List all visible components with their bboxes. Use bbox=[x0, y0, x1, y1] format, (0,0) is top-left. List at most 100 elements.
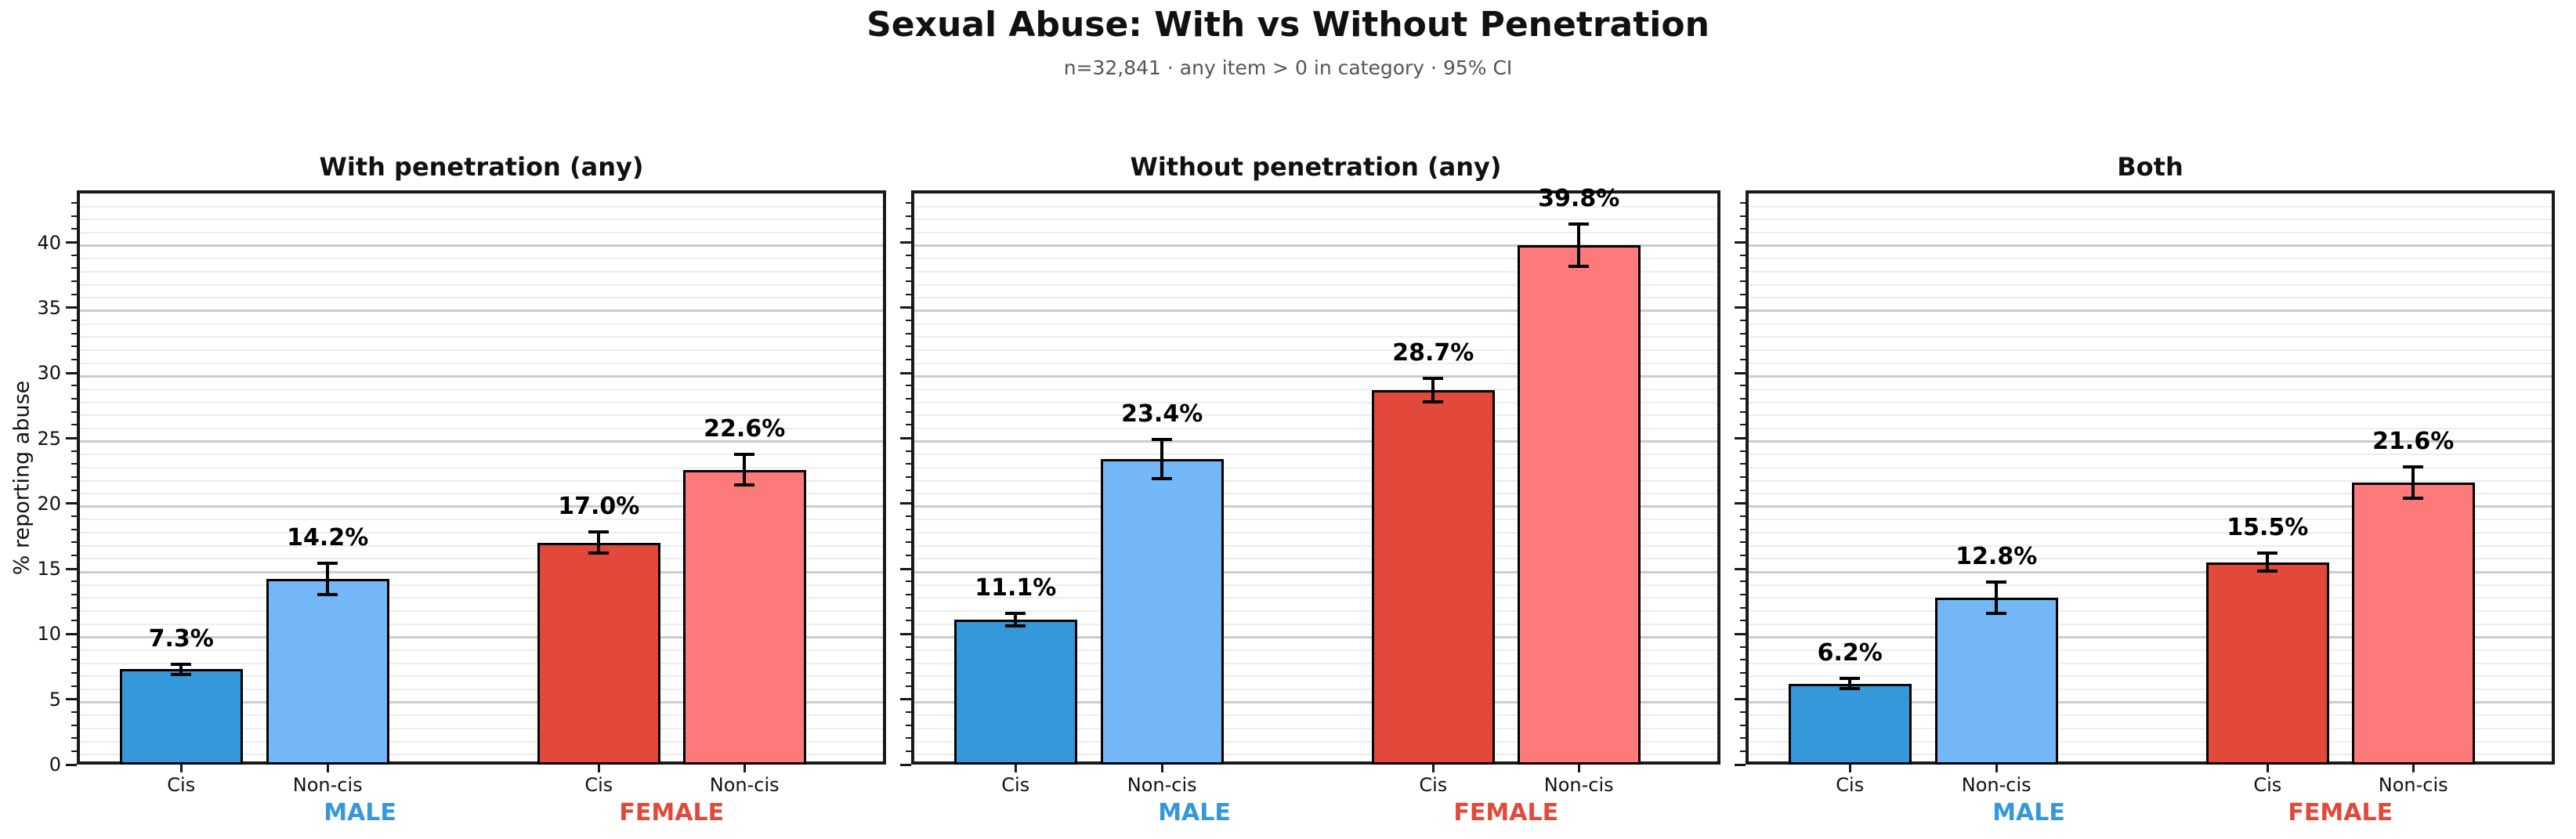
gridline bbox=[914, 558, 1717, 560]
y-tick-mark bbox=[71, 646, 77, 648]
error-bar-cap-top bbox=[1005, 611, 1026, 615]
error-bar bbox=[1995, 581, 1999, 613]
y-tick-mark bbox=[66, 371, 77, 374]
category-label: Non-cis bbox=[2378, 774, 2448, 796]
gridline bbox=[1749, 336, 2552, 338]
y-tick-mark bbox=[71, 385, 77, 387]
x-tick-mark bbox=[1014, 765, 1017, 772]
x-tick-mark bbox=[1431, 765, 1435, 772]
x-tick-mark bbox=[1160, 765, 1163, 772]
y-tick-mark bbox=[1740, 254, 1746, 256]
gridline bbox=[1749, 519, 2552, 521]
y-tick-mark bbox=[71, 476, 77, 478]
gridline bbox=[80, 284, 883, 286]
gridline bbox=[1749, 231, 2552, 233]
gridline bbox=[80, 584, 883, 586]
gridline bbox=[914, 754, 1717, 756]
error-bar-cap-top bbox=[588, 530, 610, 534]
gridline bbox=[1749, 309, 2552, 313]
y-tick-mark bbox=[906, 580, 911, 583]
y-tick-mark bbox=[900, 437, 911, 440]
y-tick-mark bbox=[906, 332, 911, 335]
x-tick-mark bbox=[1995, 765, 1998, 772]
y-tick-mark bbox=[66, 567, 77, 570]
gridline bbox=[80, 505, 883, 508]
y-tick-mark bbox=[1740, 593, 1746, 595]
bar bbox=[2351, 483, 2475, 765]
gridline bbox=[1749, 244, 2552, 248]
gridline bbox=[80, 675, 883, 678]
y-tick-mark bbox=[71, 554, 77, 556]
y-tick-mark bbox=[1740, 202, 1746, 204]
y-tick-mark bbox=[1740, 398, 1746, 400]
gridline bbox=[1749, 362, 2552, 364]
y-tick-mark bbox=[1740, 345, 1746, 348]
y-tick-label: 30 bbox=[37, 362, 61, 385]
error-bar bbox=[1431, 378, 1435, 402]
y-tick-mark bbox=[1740, 606, 1746, 609]
group-label-male: MALE bbox=[1158, 799, 1231, 826]
group-label-female: FEMALE bbox=[1453, 799, 1559, 826]
gridline bbox=[1749, 454, 2552, 456]
gridline bbox=[80, 662, 883, 664]
y-tick-mark bbox=[906, 554, 911, 556]
gridline bbox=[914, 466, 1717, 468]
group-label-male: MALE bbox=[1992, 799, 2065, 826]
y-tick-mark bbox=[900, 632, 911, 635]
gridline bbox=[80, 336, 883, 338]
y-tick-mark bbox=[71, 202, 77, 204]
gridline bbox=[1749, 597, 2552, 599]
y-tick-mark bbox=[906, 450, 911, 452]
error-bar-cap-bottom bbox=[734, 483, 755, 487]
category-label: Non-cis bbox=[1543, 774, 1614, 796]
y-tick-mark bbox=[906, 515, 911, 517]
y-tick-mark bbox=[71, 398, 77, 400]
gridline bbox=[80, 401, 883, 403]
y-tick-mark bbox=[1740, 410, 1746, 413]
gridline bbox=[914, 662, 1717, 664]
y-tick-mark bbox=[1735, 502, 1746, 505]
gridline bbox=[80, 414, 883, 417]
gridline bbox=[914, 454, 1717, 456]
y-tick-mark bbox=[71, 293, 77, 295]
error-bar-cap-bottom bbox=[2257, 570, 2278, 573]
y-tick-mark bbox=[71, 345, 77, 348]
value-label: 6.2% bbox=[1817, 639, 1883, 667]
y-tick-mark bbox=[1740, 280, 1746, 283]
gridline bbox=[80, 219, 883, 221]
gridline bbox=[914, 205, 1717, 208]
gridline bbox=[80, 454, 883, 456]
gridline bbox=[1749, 505, 2552, 508]
y-tick-mark bbox=[906, 541, 911, 544]
gridline bbox=[914, 440, 1717, 443]
y-tick-mark bbox=[71, 463, 77, 465]
y-tick-mark bbox=[1740, 332, 1746, 335]
gridline bbox=[80, 244, 883, 248]
y-tick-mark bbox=[71, 280, 77, 283]
y-tick-mark bbox=[906, 267, 911, 269]
x-tick-mark bbox=[2411, 765, 2415, 772]
value-label: 11.1% bbox=[975, 573, 1057, 602]
y-tick-mark bbox=[66, 241, 77, 244]
y-tick-mark bbox=[71, 320, 77, 322]
y-tick-mark bbox=[906, 398, 911, 400]
bar bbox=[266, 579, 389, 765]
y-tick-mark bbox=[906, 202, 911, 204]
bar bbox=[1788, 683, 1912, 765]
y-tick-label: 10 bbox=[37, 623, 61, 646]
y-tick-mark bbox=[906, 424, 911, 426]
y-tick-mark bbox=[1740, 671, 1746, 674]
y-tick-mark bbox=[1740, 476, 1746, 478]
gridline bbox=[1749, 388, 2552, 390]
gridline bbox=[80, 374, 883, 378]
gridline bbox=[1749, 349, 2552, 351]
y-tick-mark bbox=[1735, 632, 1746, 635]
y-tick-label: 40 bbox=[37, 231, 61, 254]
y-tick-mark bbox=[1740, 463, 1746, 465]
y-tick-mark bbox=[71, 659, 77, 661]
y-tick-mark bbox=[906, 463, 911, 465]
y-tick-mark bbox=[900, 371, 911, 374]
gridline bbox=[914, 689, 1717, 691]
gridline bbox=[1749, 570, 2552, 573]
y-tick-mark bbox=[906, 737, 911, 740]
